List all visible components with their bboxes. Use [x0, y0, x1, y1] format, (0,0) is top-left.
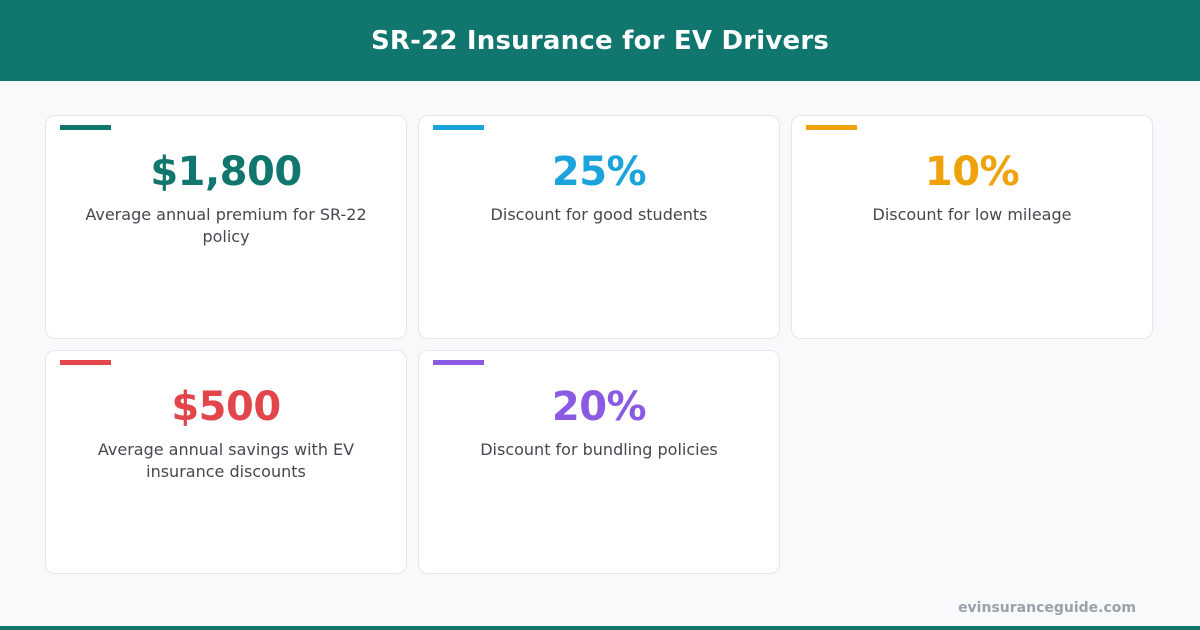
card-accent-bar: [433, 360, 484, 365]
stat-card-average-premium: $1,800 Average annual premium for SR-22 …: [45, 115, 407, 339]
stat-label: Average annual savings with EV insurance…: [97, 440, 355, 481]
stat-card-low-mileage-discount: 10% Discount for low mileage: [791, 115, 1153, 339]
stat-label: Discount for good students: [490, 205, 708, 224]
card-accent-bar: [60, 360, 111, 365]
stat-card-ev-savings: $500 Average annual savings with EV insu…: [45, 350, 407, 574]
footer-bar: [0, 626, 1200, 630]
card-accent-bar: [60, 125, 111, 130]
site-domain: evinsuranceguide.com: [958, 600, 1136, 616]
stat-value: 10%: [924, 149, 1020, 195]
stat-value: $1,800: [150, 149, 302, 195]
card-accent-bar: [806, 125, 857, 130]
header-banner: SR-22 Insurance for EV Drivers: [0, 0, 1200, 81]
stat-label: Discount for low mileage: [872, 205, 1072, 224]
stat-card-good-student-discount: 25% Discount for good students: [418, 115, 780, 339]
stat-card-bundling-discount: 20% Discount for bundling policies: [418, 350, 780, 574]
stat-value: 25%: [551, 149, 647, 195]
stat-label: Average annual premium for SR-22 policy: [85, 205, 367, 246]
stat-value: 20%: [551, 384, 647, 430]
page-title: SR-22 Insurance for EV Drivers: [370, 25, 830, 56]
stat-label: Discount for bundling policies: [480, 440, 718, 459]
stat-value: $500: [171, 384, 281, 430]
card-accent-bar: [433, 125, 484, 130]
